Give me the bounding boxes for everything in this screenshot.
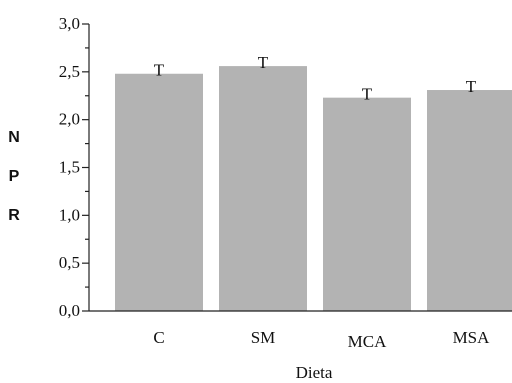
bars bbox=[115, 66, 512, 312]
bar-msa bbox=[427, 90, 512, 311]
error-marker-mca: T bbox=[362, 85, 373, 104]
x-tick-label: MSA bbox=[453, 328, 491, 347]
y-axis-title-letter: P bbox=[9, 168, 20, 185]
y-axis-title-letter: N bbox=[8, 129, 20, 146]
y-tick-label: 1,5 bbox=[59, 158, 80, 177]
bar-sm bbox=[219, 66, 307, 312]
y-tick-label: 2,0 bbox=[59, 110, 80, 129]
error-marker-c: T bbox=[154, 61, 165, 80]
y-tick-label: 0,0 bbox=[59, 301, 80, 320]
x-axis-tick-labels: C SM MCA MSA bbox=[153, 328, 490, 351]
x-tick-label: SM bbox=[251, 328, 276, 347]
bar-c bbox=[115, 73, 203, 311]
x-axis-title: Dieta bbox=[296, 363, 333, 382]
bar-mca bbox=[323, 97, 411, 311]
x-tick-label: C bbox=[153, 328, 164, 347]
error-marker-sm: T bbox=[258, 53, 269, 72]
y-tick-label: 3,0 bbox=[59, 14, 80, 33]
error-marker-msa: T bbox=[466, 77, 477, 96]
y-tick-label: 0,5 bbox=[59, 253, 80, 272]
x-tick-label: MCA bbox=[348, 332, 387, 351]
y-tick-label: 2,5 bbox=[59, 62, 80, 81]
y-axis-ticks: 0,0 0,5 1,0 1,5 2,0 2,5 3,0 bbox=[59, 14, 89, 320]
y-axis-title-letter: R bbox=[8, 207, 20, 224]
y-axis-title: N P R bbox=[8, 129, 20, 224]
error-markers: T T T T bbox=[154, 53, 477, 104]
y-tick-label: 1,0 bbox=[59, 205, 80, 224]
